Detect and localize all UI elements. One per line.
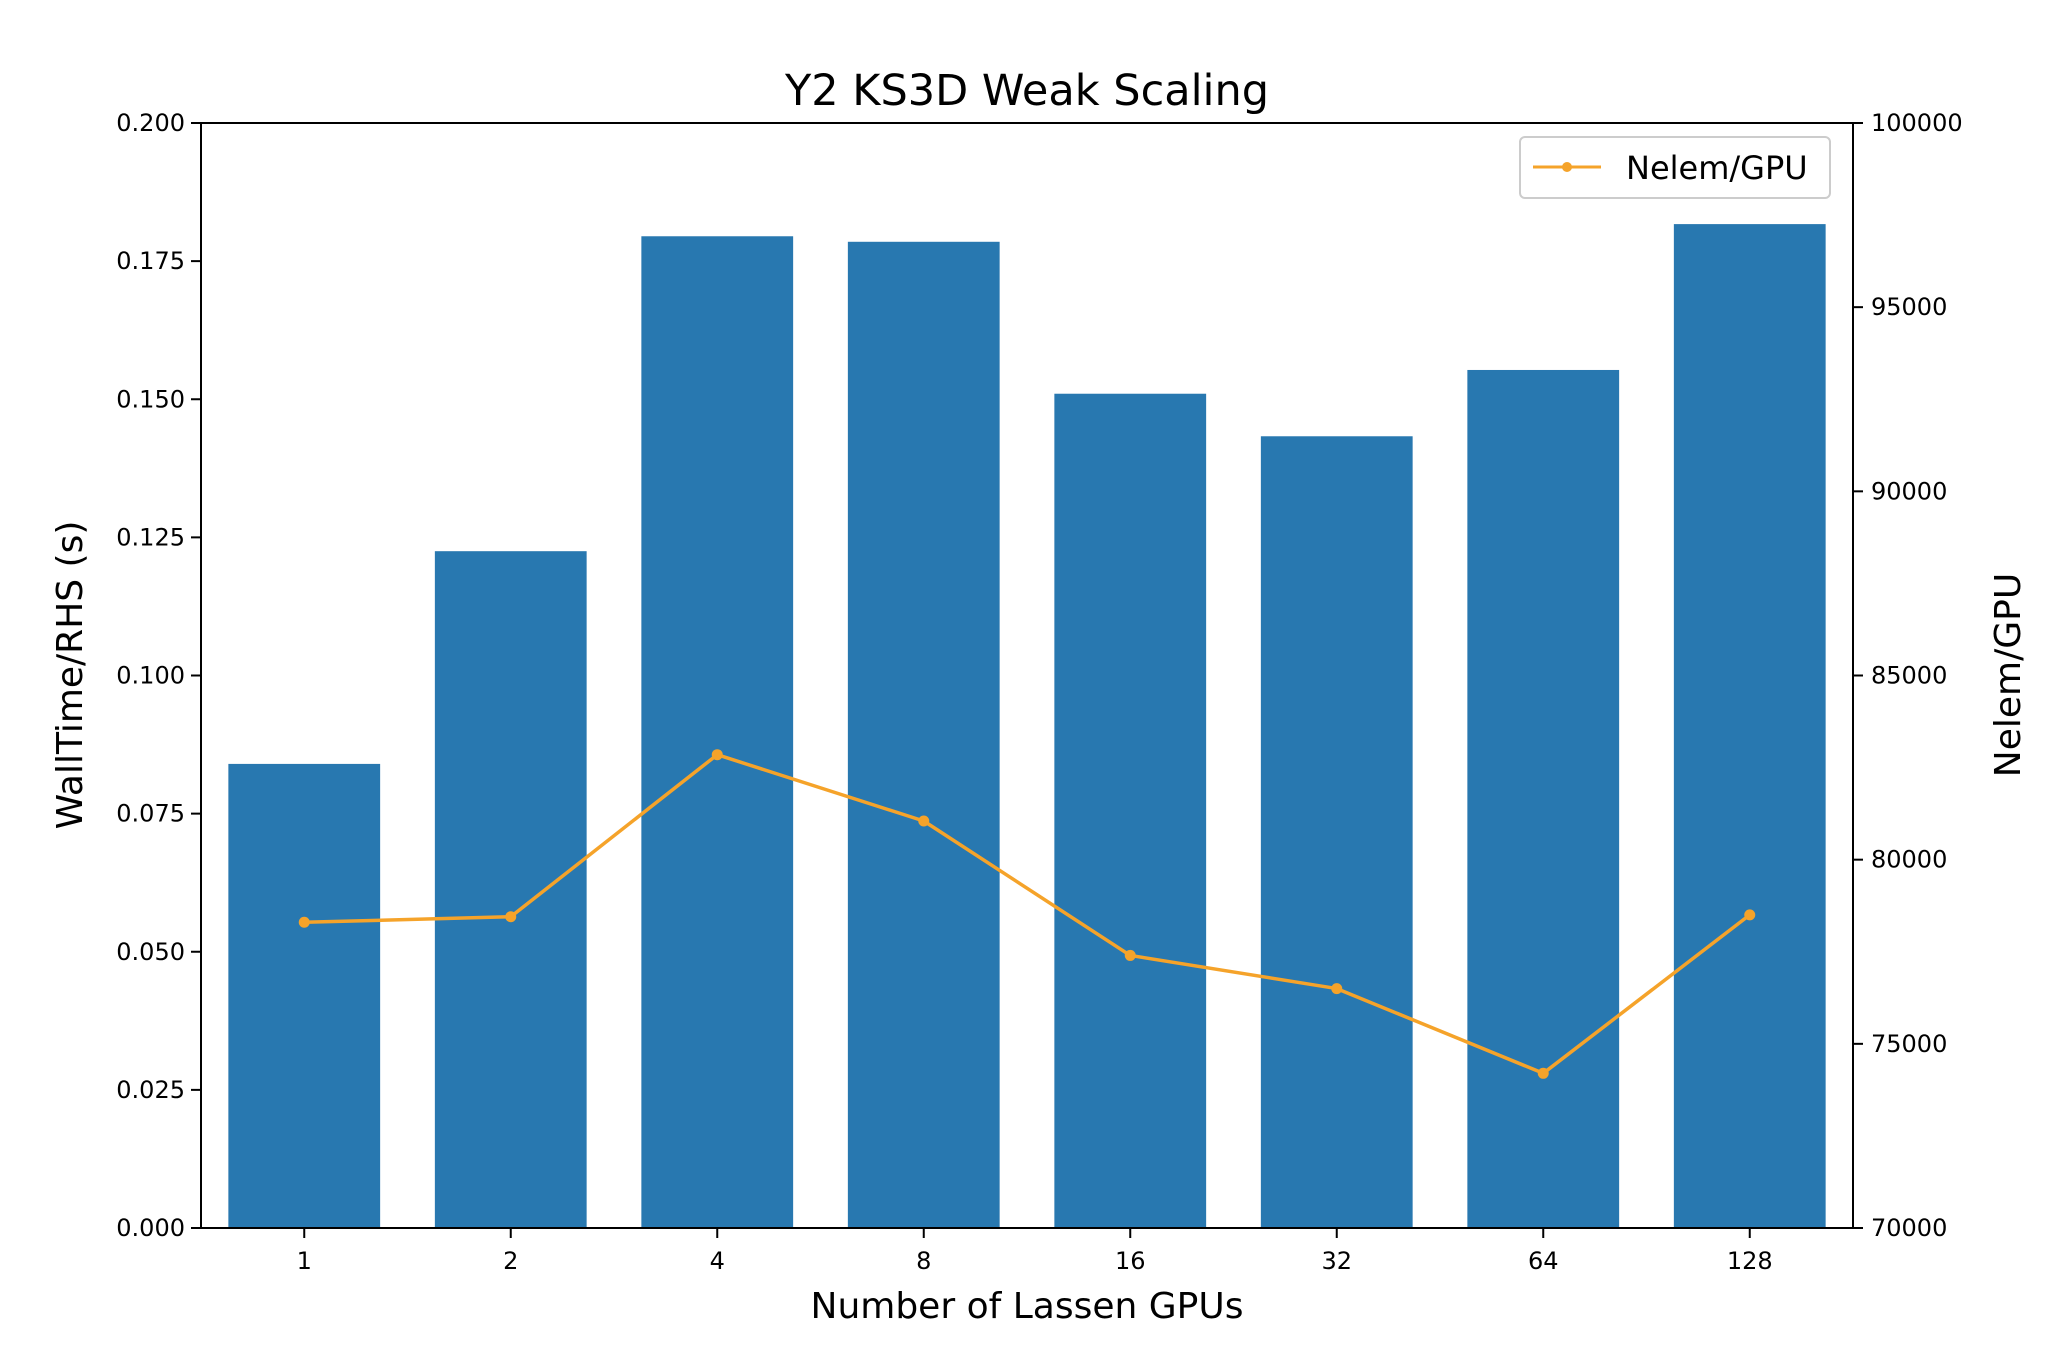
- legend-marker-swatch: [1562, 162, 1572, 172]
- bar-32: [1260, 436, 1413, 1229]
- x-tick-label: 2: [503, 1247, 518, 1275]
- bar-64: [1467, 369, 1620, 1228]
- nelem-gpu-point-16: [1124, 949, 1136, 961]
- bar-16: [1054, 393, 1207, 1229]
- right-tick-label: 90000: [1871, 477, 1947, 505]
- x-axis: 1 2 4 8 16 32 64 128: [297, 1228, 1773, 1275]
- bars-layer: [228, 224, 1826, 1229]
- left-y-axis: 0.000 0.025 0.050 0.075 0.100 0.125 0.150 0.175…: [116, 109, 201, 1242]
- nelem-gpu-line: [304, 752, 1751, 1076]
- bar-8: [847, 241, 1000, 1229]
- line-layer: [298, 749, 1756, 1079]
- right-tick-label: 75000: [1871, 1030, 1947, 1058]
- left-tick-label: 0.100: [116, 662, 185, 690]
- bar-2: [434, 551, 587, 1228]
- x-axis-label: Number of Lassen GPUs: [811, 1286, 1244, 1327]
- nelem-gpu-point-64: [1537, 1067, 1549, 1079]
- left-y-axis-label: WallTime/RHS (s): [50, 521, 91, 830]
- left-tick-label: 0.000: [116, 1214, 185, 1242]
- bar-1: [228, 763, 381, 1228]
- left-tick-label: 0.175: [116, 247, 185, 275]
- right-tick-label: 80000: [1871, 846, 1947, 874]
- nelem-gpu-point-32: [1331, 983, 1343, 995]
- nelem-gpu-point-128: [1744, 909, 1756, 921]
- right-tick-label: 85000: [1871, 662, 1947, 690]
- x-tick-label: 8: [916, 1247, 931, 1275]
- left-tick-label: 0.125: [116, 523, 185, 551]
- chart-title: Y2 KS3D Weak Scaling: [784, 66, 1269, 116]
- nelem-gpu-point-2: [505, 911, 517, 923]
- nelem-gpu-point-8: [918, 815, 930, 827]
- bar-128: [1673, 224, 1826, 1229]
- right-tick-label: 95000: [1871, 293, 1947, 321]
- right-y-axis-label: Nelem/GPU: [1988, 573, 2029, 777]
- x-tick-label: 128: [1727, 1247, 1773, 1275]
- left-tick-label: 0.075: [116, 800, 185, 828]
- x-tick-label: 32: [1321, 1247, 1352, 1275]
- left-tick-label: 0.150: [116, 385, 185, 413]
- x-tick-label: 64: [1528, 1247, 1559, 1275]
- bar-4: [641, 236, 794, 1228]
- left-tick-label: 0.025: [116, 1076, 185, 1104]
- legend-entry-nelem-gpu: Nelem/GPU: [1626, 149, 1808, 187]
- x-tick-label: 16: [1115, 1247, 1146, 1275]
- nelem-gpu-point-1: [298, 916, 310, 928]
- right-tick-label: 100000: [1871, 109, 1963, 137]
- legend-box: [1519, 136, 1831, 199]
- right-tick-label: 70000: [1871, 1214, 1947, 1242]
- left-tick-label: 0.200: [116, 109, 185, 137]
- x-tick-label: 1: [297, 1247, 312, 1275]
- x-tick-label: 4: [710, 1247, 725, 1275]
- legend: Nelem/GPU: [1519, 136, 1831, 199]
- right-y-axis: 70000 75000 80000 85000 90000 95000 100000: [1853, 109, 1963, 1242]
- nelem-gpu-point-4: [711, 749, 723, 761]
- left-tick-label: 0.050: [116, 938, 185, 966]
